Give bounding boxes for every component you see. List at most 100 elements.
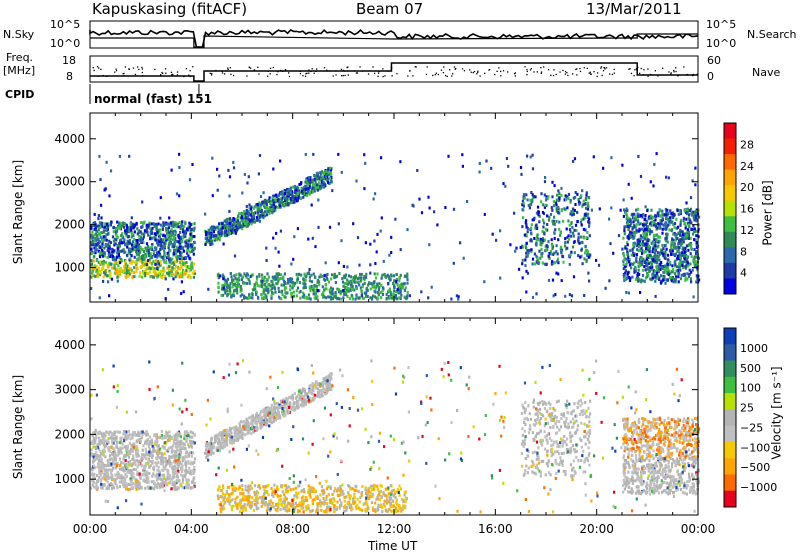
range-cell bbox=[125, 224, 128, 228]
nave-point bbox=[469, 69, 471, 71]
range-cell bbox=[534, 195, 537, 199]
range-cell bbox=[292, 195, 296, 198]
range-cell bbox=[308, 285, 311, 289]
nave-point bbox=[668, 71, 670, 73]
range-cell bbox=[569, 253, 572, 257]
range-cell bbox=[568, 223, 571, 227]
range-cell bbox=[360, 294, 363, 298]
range-cell bbox=[160, 477, 163, 481]
range-cell bbox=[649, 277, 652, 281]
range-cell bbox=[556, 252, 559, 256]
range-cell bbox=[171, 242, 174, 246]
range-cell bbox=[579, 255, 582, 259]
range-cell bbox=[179, 267, 182, 271]
range-cell bbox=[275, 195, 278, 199]
range-cell bbox=[157, 222, 160, 226]
range-cell bbox=[681, 236, 685, 239]
nave-point bbox=[323, 67, 326, 69]
range-cell bbox=[672, 270, 675, 274]
range-cell bbox=[534, 242, 538, 246]
range-cell bbox=[167, 253, 170, 257]
range-cell bbox=[642, 232, 645, 236]
range-cell bbox=[93, 246, 96, 250]
range-cell bbox=[485, 159, 488, 163]
range-cell bbox=[163, 481, 166, 485]
range-cell bbox=[598, 207, 601, 211]
range-cell bbox=[98, 232, 101, 236]
range-cell bbox=[134, 468, 138, 472]
nave-point bbox=[248, 66, 251, 69]
range-cell bbox=[106, 459, 109, 463]
range-cell bbox=[659, 261, 662, 264]
range-cell bbox=[121, 232, 124, 236]
range-cell bbox=[295, 289, 298, 293]
range-cell bbox=[152, 480, 155, 484]
range-cell bbox=[339, 292, 342, 296]
range-cell bbox=[101, 231, 104, 235]
range-cell bbox=[401, 285, 404, 288]
range-cell bbox=[369, 296, 372, 300]
range-cell bbox=[670, 270, 673, 274]
range-cell bbox=[168, 233, 171, 237]
range-cell bbox=[565, 198, 568, 202]
range-cell bbox=[622, 275, 625, 279]
range-cell bbox=[238, 222, 242, 225]
range-cell bbox=[240, 216, 243, 220]
range-cell bbox=[186, 432, 189, 436]
range-cell bbox=[181, 464, 184, 468]
range-cell bbox=[278, 201, 281, 205]
range-cell bbox=[380, 156, 383, 160]
range-cell bbox=[208, 231, 211, 235]
range-cell bbox=[230, 230, 233, 234]
range-cell bbox=[97, 249, 100, 253]
range-cell bbox=[219, 274, 222, 278]
range-cell bbox=[106, 227, 109, 231]
range-cell bbox=[189, 451, 192, 455]
range-cell bbox=[273, 204, 276, 208]
range-cell bbox=[226, 283, 229, 287]
range-cell bbox=[103, 246, 106, 250]
range-cell bbox=[558, 227, 561, 231]
range-cell bbox=[129, 452, 132, 456]
range-cell bbox=[366, 288, 369, 292]
range-cell bbox=[587, 205, 590, 209]
range-cell bbox=[316, 295, 319, 299]
range-cell bbox=[240, 214, 243, 218]
range-cell bbox=[253, 288, 256, 292]
range-cell bbox=[174, 249, 177, 253]
range-cell bbox=[307, 178, 310, 182]
range-cell bbox=[330, 178, 333, 182]
range-cell bbox=[664, 268, 667, 272]
range-cell bbox=[165, 238, 168, 242]
range-cell bbox=[622, 208, 626, 212]
range-cell bbox=[283, 286, 287, 290]
range-cell bbox=[244, 213, 247, 217]
range-cell bbox=[588, 221, 591, 225]
range-cell bbox=[240, 278, 244, 282]
range-cell bbox=[427, 195, 430, 199]
range-cell bbox=[291, 197, 294, 201]
range-cell bbox=[666, 278, 669, 282]
range-cell bbox=[164, 236, 167, 240]
range-cell bbox=[166, 231, 169, 235]
range-cell bbox=[676, 249, 679, 253]
range-cell bbox=[241, 225, 244, 228]
range-cell bbox=[641, 227, 644, 231]
range-cell bbox=[180, 271, 183, 275]
range-cell bbox=[149, 254, 152, 258]
range-cell bbox=[640, 255, 643, 259]
range-cell bbox=[399, 297, 402, 300]
range-cell bbox=[225, 280, 228, 284]
range-cell bbox=[292, 294, 296, 298]
range-cell bbox=[245, 224, 248, 228]
range-cell bbox=[136, 465, 139, 469]
range-cell bbox=[282, 190, 285, 194]
range-cell bbox=[193, 222, 196, 226]
range-cell bbox=[270, 294, 273, 298]
nave-point bbox=[353, 70, 356, 72]
range-cell bbox=[262, 200, 265, 204]
range-cell bbox=[416, 169, 419, 172]
range-cell bbox=[686, 257, 689, 261]
range-cell bbox=[406, 294, 409, 298]
nave-point bbox=[106, 75, 108, 77]
